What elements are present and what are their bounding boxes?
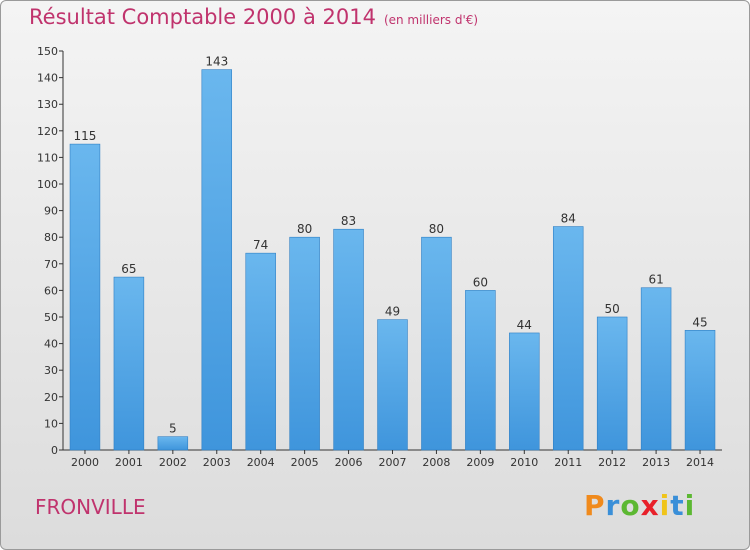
proxiti-logo: Proxiti — [584, 489, 695, 522]
x-tick-label: 2001 — [115, 456, 143, 469]
logo-letter: i — [684, 489, 696, 522]
x-tick-label: 2009 — [466, 456, 494, 469]
x-tick-label: 2011 — [554, 456, 582, 469]
chart-subtitle: (en milliers d'€) — [383, 13, 479, 27]
bar-value-label: 83 — [341, 214, 356, 228]
bar-value-label: 84 — [561, 212, 576, 226]
bar-value-label: 74 — [253, 238, 268, 252]
bar-value-label: 143 — [205, 55, 228, 69]
bar — [333, 228, 364, 451]
bar — [113, 276, 145, 451]
logo-letter: t — [670, 489, 685, 522]
bar — [684, 329, 716, 451]
x-tick-label: 2003 — [203, 456, 231, 469]
bar-value-label: 49 — [385, 305, 400, 319]
y-tick-label: 80 — [44, 231, 58, 244]
bar-value-label: 61 — [648, 273, 663, 287]
y-tick-label: 110 — [37, 151, 58, 164]
logo-letter: x — [640, 489, 660, 522]
y-tick-label: 120 — [37, 125, 58, 138]
y-tick-label: 0 — [51, 444, 58, 457]
y-tick-label: 150 — [37, 45, 58, 58]
x-tick-label: 2013 — [642, 456, 670, 469]
bar — [289, 236, 320, 451]
x-tick-label: 2004 — [247, 456, 275, 469]
bar — [245, 252, 276, 451]
bar — [201, 69, 233, 451]
x-tick-label: 2010 — [510, 456, 538, 469]
bar-value-label: 44 — [517, 318, 532, 332]
bar — [69, 143, 101, 451]
y-tick-label: 100 — [37, 178, 58, 191]
x-tick-label: 2006 — [335, 456, 363, 469]
bar-value-label: 115 — [74, 129, 97, 143]
y-tick-label: 90 — [44, 205, 58, 218]
bar — [377, 319, 408, 451]
y-tick-label: 70 — [44, 258, 58, 271]
bar-value-label: 60 — [473, 275, 488, 289]
commune-name: FRONVILLE — [35, 495, 146, 519]
bar-value-label: 65 — [121, 262, 136, 276]
logo-letter: i — [659, 489, 671, 522]
x-tick-label: 2005 — [291, 456, 319, 469]
x-tick-label: 2000 — [71, 456, 99, 469]
x-tick-label: 2007 — [379, 456, 407, 469]
y-tick-label: 50 — [44, 311, 58, 324]
bar — [509, 332, 540, 451]
chart-title-text: Résultat Comptable 2000 à 2014 — [29, 5, 376, 29]
chart-title: Résultat Comptable 2000 à 2014 (en millie… — [29, 5, 478, 29]
bar — [552, 226, 584, 451]
logo-letter: P — [584, 489, 606, 522]
bar — [640, 287, 672, 451]
bar — [465, 290, 496, 451]
y-tick-label: 30 — [44, 364, 58, 377]
logo-letter: r — [605, 489, 621, 522]
bar — [596, 316, 628, 451]
bar-value-label: 80 — [297, 222, 312, 236]
x-tick-label: 2014 — [686, 456, 714, 469]
y-tick-label: 60 — [44, 284, 58, 297]
bar — [157, 436, 189, 451]
logo-letter: o — [620, 489, 641, 522]
y-tick-label: 130 — [37, 98, 58, 111]
x-tick-label: 2002 — [159, 456, 187, 469]
bar — [421, 236, 452, 451]
bar-value-label: 50 — [605, 302, 620, 316]
y-tick-label: 140 — [37, 72, 58, 85]
bar-value-label: 80 — [429, 222, 444, 236]
y-tick-label: 40 — [44, 338, 58, 351]
bar-value-label: 5 — [169, 422, 177, 436]
y-tick-label: 10 — [44, 417, 58, 430]
bar-value-label: 45 — [692, 315, 707, 329]
x-tick-label: 2012 — [598, 456, 626, 469]
x-tick-label: 2008 — [422, 456, 450, 469]
y-tick-label: 20 — [44, 391, 58, 404]
